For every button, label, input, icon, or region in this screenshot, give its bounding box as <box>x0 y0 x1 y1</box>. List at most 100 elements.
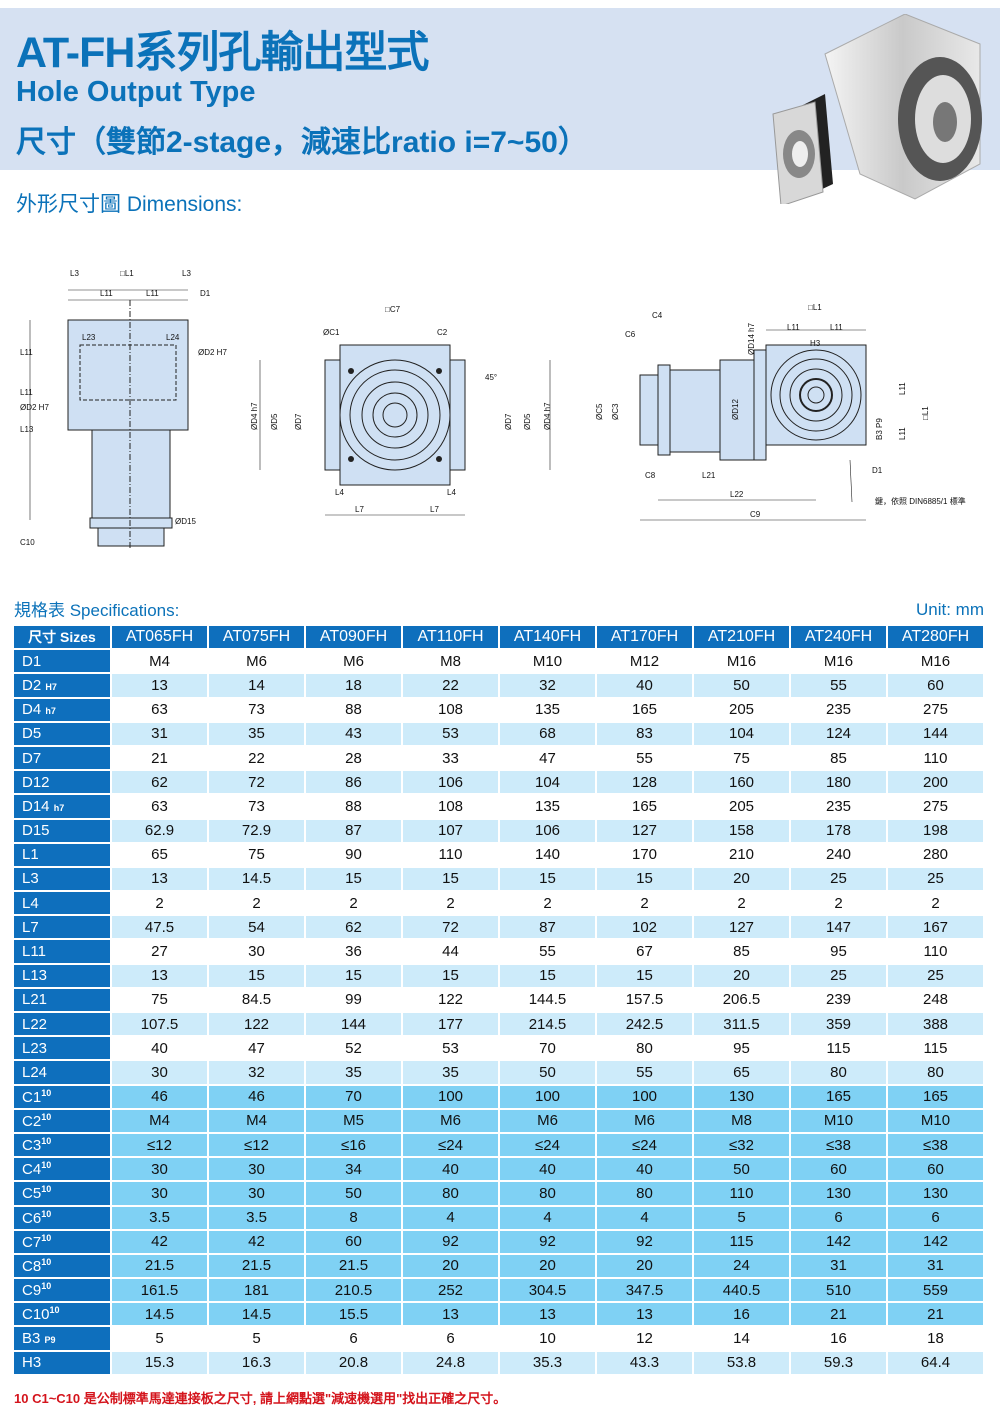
dimension-label: ØD15 <box>175 517 196 526</box>
table-cell: 30 <box>209 1158 304 1181</box>
model-header: AT110FH <box>403 626 498 649</box>
table-cell: 210.5 <box>306 1279 401 1302</box>
table-cell: M8 <box>403 650 498 673</box>
table-cell: 2 <box>403 892 498 915</box>
table-cell: M16 <box>694 650 789 673</box>
footnote-marker: 10 <box>41 1208 52 1219</box>
table-cell: 160 <box>694 771 789 794</box>
table-cell: 47.5 <box>112 916 207 939</box>
table-cell: 6 <box>403 1327 498 1350</box>
table-cell: 54 <box>209 916 304 939</box>
footnote-marker: 10 <box>41 1160 52 1171</box>
table-row: D7 21 22 28 33 47 55 75 85 110 <box>14 746 983 770</box>
model-header: AT170FH <box>597 626 692 649</box>
table-cell: 177 <box>403 1013 498 1036</box>
table-cell: M5 <box>306 1109 401 1132</box>
table-cell: 242.5 <box>597 1013 692 1036</box>
table-cell: 21.5 <box>306 1254 401 1278</box>
table-cell: 147 <box>791 916 886 939</box>
tolerance-suffix: h7 <box>45 706 56 717</box>
table-cell: 122 <box>403 988 498 1011</box>
dimension-label: L11 <box>20 388 33 397</box>
dimension-label: L11 <box>100 289 113 298</box>
table-cell: 50 <box>694 674 789 697</box>
table-cell: 20 <box>694 867 789 891</box>
dimension-label: ØD14 h7 <box>747 322 756 355</box>
dimension-label: L11 <box>898 382 907 395</box>
table-cell: 5 <box>694 1206 789 1229</box>
table-row: C1010 14.5 14.5 15.5 13 13 13 16 21 21 <box>14 1303 983 1326</box>
table-cell: 122 <box>209 1013 304 1036</box>
dimension-label: L11 <box>898 427 907 440</box>
table-cell: 2 <box>112 892 207 915</box>
dimension-label: □L1 <box>120 269 134 278</box>
table-cell: M10 <box>791 1109 886 1132</box>
table-cell: 35.3 <box>500 1351 595 1374</box>
table-cell: 2 <box>791 892 886 915</box>
table-cell: 4 <box>597 1206 692 1229</box>
row-label: D15 <box>14 819 110 842</box>
table-cell: 107.5 <box>112 1013 207 1036</box>
row-label-text: L7 <box>22 918 39 936</box>
table-cell: 99 <box>306 988 401 1011</box>
row-label: L21 <box>14 988 110 1011</box>
table-cell: 235 <box>791 698 886 721</box>
table-header-row: 尺寸 Sizes AT065FH AT075FH AT090FH AT110FH AT1… <box>14 626 983 649</box>
table-row: D12 62 72 86 106 104 128 160 180 200 <box>14 771 983 794</box>
table-cell: 20 <box>403 1254 498 1278</box>
dimension-label: ØD4 h7 <box>543 402 552 430</box>
dimension-label: L4 <box>335 488 344 497</box>
table-cell: 36 <box>306 940 401 963</box>
row-label-text: C2 <box>22 1112 42 1130</box>
dimension-label: ØC5 <box>595 403 604 420</box>
table-cell: 62 <box>112 771 207 794</box>
table-cell: 13 <box>112 867 207 891</box>
row-label: C910 <box>14 1279 110 1302</box>
row-label-text: D15 <box>22 822 50 840</box>
table-cell: 106 <box>403 771 498 794</box>
top-view-drawing: C4 C6 □L1 L11 L11 H3 ØD14 h7 ØC5 ØC3 ØD12 L11 L… <box>595 303 966 521</box>
table-cell: 80 <box>597 1182 692 1205</box>
table-cell: 3.5 <box>112 1206 207 1229</box>
table-row: D14 h7 63 73 88 108 135 165 205 235 275 <box>14 795 983 818</box>
page-title: AT-FH系列孔輸出型式 <box>16 29 429 77</box>
dimension-label: C6 <box>625 330 636 339</box>
table-cell: 210 <box>694 843 789 866</box>
table-cell: 6 <box>888 1206 983 1229</box>
table-row: B3 P9 5 5 6 6 10 12 14 16 18 <box>14 1327 983 1350</box>
table-cell: 144 <box>306 1013 401 1036</box>
page-subtitle-ratio: 尺寸（雙節2-stage，減速比ratio i=7~50） <box>16 126 588 159</box>
table-cell: 40 <box>597 1158 692 1181</box>
dimension-label: C9 <box>750 510 761 519</box>
side-view-drawing: L3 □L1 L3 L11 L11 D1 L11 L23 L24 ØD2 H7 L11 ØD2 … <box>20 269 227 550</box>
table-cell: 16 <box>791 1327 886 1350</box>
table-cell: 110 <box>888 940 983 963</box>
table-cell: 25 <box>791 964 886 987</box>
table-cell: 127 <box>597 819 692 842</box>
dimension-label: ØD7 <box>294 413 303 430</box>
dimension-label: ØD2 H7 <box>198 348 227 357</box>
table-cell: 559 <box>888 1279 983 1302</box>
table-cell: 15 <box>209 964 304 987</box>
dimension-label: L21 <box>702 471 716 480</box>
row-label: H3 <box>14 1351 110 1374</box>
table-cell: 60 <box>888 1158 983 1181</box>
row-label: L22 <box>14 1013 110 1036</box>
table-cell: 59.3 <box>791 1351 886 1374</box>
table-row: L3 13 14.5 15 15 15 15 20 25 25 <box>14 867 983 891</box>
table-cell: 161.5 <box>112 1279 207 1302</box>
table-cell: 107 <box>403 819 498 842</box>
table-cell: 15 <box>500 964 595 987</box>
table-cell: 115 <box>888 1037 983 1060</box>
table-cell: 75 <box>209 843 304 866</box>
table-cell: 104 <box>500 771 595 794</box>
table-cell: 92 <box>403 1230 498 1253</box>
table-cell: 40 <box>403 1158 498 1181</box>
table-cell: M6 <box>403 1109 498 1132</box>
table-row: L23 40 47 52 53 70 80 95 115 115 <box>14 1037 983 1060</box>
table-cell: 14 <box>209 674 304 697</box>
row-label-text: C10 <box>22 1306 50 1324</box>
table-cell: 2 <box>597 892 692 915</box>
table-cell: 35 <box>306 1061 401 1084</box>
table-cell: 110 <box>403 843 498 866</box>
